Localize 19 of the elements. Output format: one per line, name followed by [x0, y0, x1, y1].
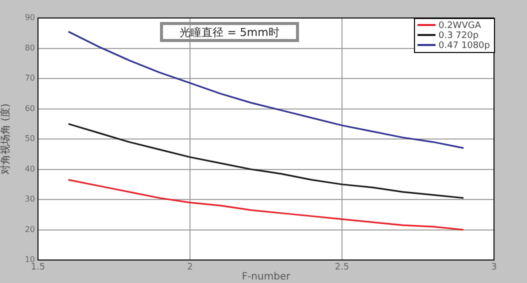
annotation: 光瞳直径 = 5mm时: [180, 26, 280, 39]
y-tick-label: 60: [24, 104, 35, 113]
y-tick-label: 20: [24, 224, 35, 234]
y-tick-label: 40: [24, 164, 35, 174]
y-tick-label: 50: [24, 134, 35, 144]
x-tick-label: 2.5: [334, 262, 350, 273]
x-tick-label: 1.5: [30, 262, 46, 273]
y-tick-label: 10: [24, 255, 35, 264]
y-tick-label: 70: [24, 74, 35, 83]
x-tick-label: 2: [187, 262, 193, 273]
y-tick-label: 90: [24, 13, 35, 22]
legend-label: 0.3 720p: [438, 30, 479, 41]
y-tick-label: 80: [24, 43, 35, 52]
x-axis-title: F-number: [242, 272, 292, 283]
y-axis-title: 对角视场角 (度): [0, 103, 12, 174]
legend-label: 0.2WVGA: [438, 20, 482, 31]
legend-label: 0.47 1080p: [438, 40, 490, 51]
x-tick-label: 3: [491, 262, 497, 273]
y-tick-label: 30: [24, 194, 35, 204]
